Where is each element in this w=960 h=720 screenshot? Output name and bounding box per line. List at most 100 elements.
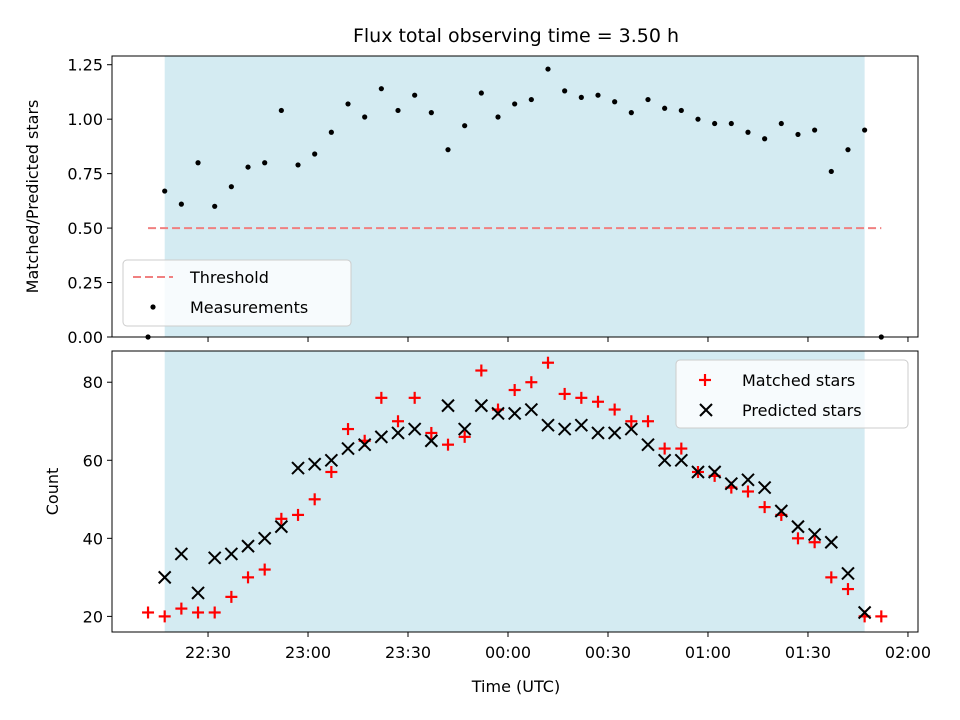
measurement-point (862, 127, 868, 133)
predicted-marker-b (774, 504, 789, 518)
predicted-star-marker (674, 453, 689, 467)
predicted-star-marker (474, 398, 489, 413)
predicted-star-marker (241, 539, 255, 553)
predicted-marker-b (524, 402, 539, 417)
measurement-point (478, 90, 484, 96)
predicted-marker-b (307, 457, 322, 471)
measurement-point (845, 147, 851, 153)
predicted-star-marker (157, 570, 172, 585)
predicted-star-marker (707, 465, 722, 479)
matched-star-marker (258, 563, 271, 576)
bottom-x-tick-label: 01:00 (685, 643, 731, 662)
predicted-star-marker (457, 422, 472, 436)
legend-threshold-label: Threshold (189, 268, 269, 287)
predicted-star-marker (857, 605, 872, 620)
predicted-marker-b (707, 465, 722, 479)
matched-star-marker (675, 442, 688, 455)
bottom-y-ticks: 20 40 60 80 (83, 373, 112, 626)
matched-star-marker (875, 610, 888, 623)
predicted-marker-b (624, 422, 639, 436)
measurement-point (445, 147, 451, 153)
matched-star-marker (208, 606, 221, 619)
top-panel: 0.00 0.25 0.50 0.75 1.00 1.25 Matched/Predict… (23, 55, 919, 347)
top-y-tick-label: 1.00 (67, 110, 103, 129)
measurement-point (345, 101, 351, 107)
top-y-tick-label: 0.75 (67, 165, 103, 184)
predicted-marker-b (324, 453, 339, 467)
matched-star-marker (325, 465, 338, 478)
predicted-marker-b (257, 531, 272, 546)
measurement-point (428, 110, 434, 116)
measurement-point (228, 184, 234, 190)
matched-star-marker (442, 438, 455, 451)
predicted-marker-b (274, 519, 289, 534)
predicted-star-marker (607, 426, 622, 440)
predicted-star-marker (774, 504, 789, 518)
bottom-x-tick-label: 23:00 (285, 643, 331, 662)
predicted-star-marker (741, 473, 755, 487)
matched-star-marker (425, 426, 438, 439)
measurement-point (312, 151, 318, 157)
predicted-marker-b (757, 480, 772, 495)
bottom-y-tick-label: 80 (83, 373, 103, 392)
measurement-point (262, 160, 268, 166)
predicted-marker-b (591, 426, 605, 440)
predicted-marker-b (807, 527, 822, 542)
measurement-point (328, 129, 334, 135)
predicted-star-marker (257, 531, 272, 546)
matched-star-marker (292, 508, 305, 521)
matched-star-marker (558, 387, 571, 400)
predicted-marker-b (341, 441, 355, 456)
predicted-star-marker (307, 457, 322, 471)
measurement-point (728, 120, 734, 127)
predicted-marker-b (191, 586, 205, 600)
top-y-tick-label: 0.25 (67, 274, 103, 293)
predicted-star-marker (724, 476, 739, 491)
predicted-star-marker (341, 441, 355, 456)
predicted-marker-b (791, 519, 805, 534)
measurement-point (178, 201, 184, 207)
matched-star-marker (308, 493, 321, 506)
measurement-point (395, 107, 401, 114)
predicted-marker-b (291, 461, 305, 475)
predicted-marker-b (607, 426, 622, 440)
bottom-axes-frame (111, 350, 919, 633)
predicted-star-marker (557, 422, 572, 436)
measurements-points (145, 66, 884, 340)
legend-matched-swatch (699, 374, 711, 386)
measurement-point (495, 114, 501, 120)
matched-star-marker (641, 415, 654, 428)
top-y-tick-label: 1.25 (67, 56, 103, 75)
matched-star-marker (275, 512, 288, 525)
predicted-star-marker (224, 547, 239, 561)
legend-measurements-label: Measurements (190, 298, 308, 317)
measurement-point (528, 96, 534, 103)
top-y-tick-label: 0.50 (67, 219, 103, 238)
predicted-marker-b (441, 398, 455, 413)
top-legend-box (122, 259, 352, 327)
predicted-marker-b (157, 570, 172, 585)
chart-title: Flux total observing time = 3.50 h (353, 25, 679, 47)
matched-star-marker (142, 606, 155, 619)
measurement-point (562, 88, 568, 94)
matched-star-marker (192, 606, 205, 619)
predicted-star-marker (207, 551, 222, 565)
bottom-x-tick-label: 23:30 (385, 643, 431, 662)
predicted-star-marker (274, 519, 289, 534)
predicted-marker-b (224, 547, 239, 561)
matched-star-marker (392, 415, 405, 428)
predicted-star-marker (374, 430, 389, 444)
predicted-marker-b (424, 434, 439, 448)
bottom-legend: Matched stars Predicted stars (675, 359, 909, 429)
predicted-star-marker (191, 586, 205, 600)
bottom-y-tick-label: 40 (83, 529, 103, 548)
predicted-marker-b (491, 406, 505, 421)
predicted-marker-b (824, 535, 839, 549)
top-y-ticks: 0.00 0.25 0.50 0.75 1.00 1.25 (67, 56, 112, 347)
measurement-point (695, 116, 701, 122)
bottom-panel: 20 40 60 80 22:30 23:00 23:30 00:00 00:30 01:00 0… (43, 350, 931, 696)
predicted-star-marker (591, 426, 605, 440)
predicted-star-marker (491, 406, 505, 421)
top-axes-frame (111, 55, 919, 338)
